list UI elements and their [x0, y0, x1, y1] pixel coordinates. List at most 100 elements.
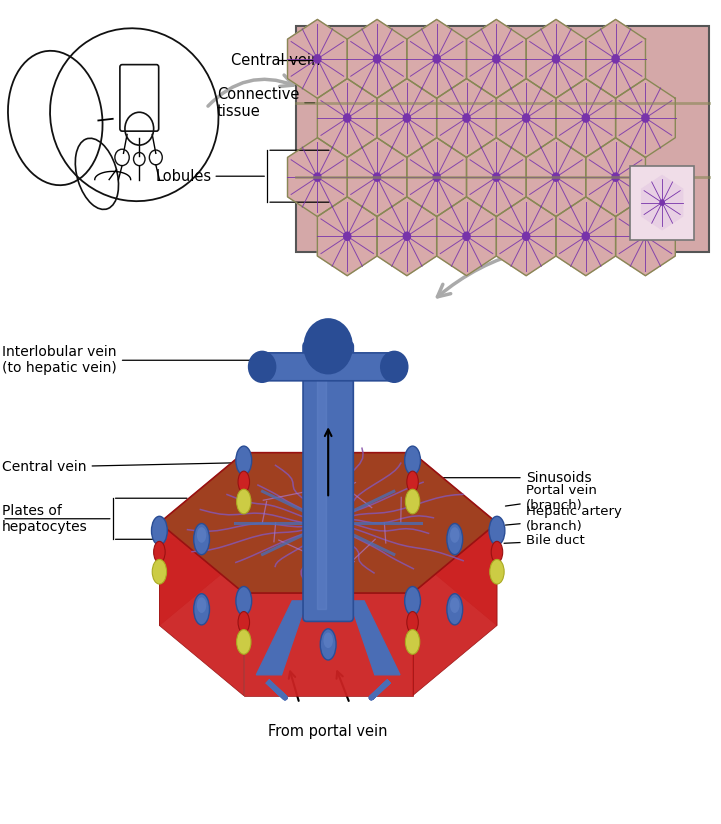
Circle shape — [463, 114, 470, 122]
Polygon shape — [526, 138, 586, 217]
Ellipse shape — [152, 559, 167, 584]
Circle shape — [433, 54, 441, 63]
Polygon shape — [288, 138, 348, 217]
FancyBboxPatch shape — [303, 342, 353, 621]
Polygon shape — [159, 452, 497, 593]
Circle shape — [659, 199, 665, 206]
Ellipse shape — [490, 559, 504, 584]
Ellipse shape — [236, 446, 252, 475]
Ellipse shape — [197, 597, 206, 613]
Circle shape — [612, 54, 619, 63]
Polygon shape — [407, 20, 466, 98]
Text: Sinusoids: Sinusoids — [441, 471, 591, 485]
Polygon shape — [350, 601, 400, 675]
Circle shape — [612, 173, 619, 181]
Polygon shape — [496, 197, 556, 276]
Ellipse shape — [236, 489, 251, 514]
Ellipse shape — [407, 471, 418, 493]
Polygon shape — [377, 78, 437, 157]
Circle shape — [381, 352, 407, 382]
Polygon shape — [317, 197, 377, 276]
Circle shape — [582, 232, 589, 241]
Circle shape — [433, 173, 441, 181]
Ellipse shape — [404, 446, 420, 475]
Polygon shape — [348, 20, 407, 98]
Polygon shape — [466, 138, 526, 217]
Polygon shape — [317, 354, 326, 609]
Ellipse shape — [489, 517, 505, 545]
Ellipse shape — [320, 629, 336, 660]
Circle shape — [642, 232, 649, 241]
Polygon shape — [317, 78, 377, 157]
Circle shape — [304, 319, 352, 373]
Polygon shape — [526, 20, 586, 98]
FancyBboxPatch shape — [630, 166, 694, 240]
Ellipse shape — [447, 523, 463, 555]
Circle shape — [582, 114, 589, 122]
Ellipse shape — [324, 492, 333, 508]
Polygon shape — [412, 523, 497, 695]
Circle shape — [344, 114, 351, 122]
Ellipse shape — [154, 541, 165, 563]
Polygon shape — [377, 197, 437, 276]
Text: From portal vein: From portal vein — [268, 724, 388, 739]
Ellipse shape — [238, 471, 249, 493]
Circle shape — [373, 54, 381, 63]
Circle shape — [523, 114, 530, 122]
Circle shape — [403, 114, 410, 122]
Polygon shape — [159, 452, 244, 625]
Ellipse shape — [197, 527, 206, 543]
Text: Central vein: Central vein — [231, 53, 321, 68]
Polygon shape — [306, 601, 350, 617]
Ellipse shape — [450, 597, 459, 613]
Text: Portal vein
(branch): Portal vein (branch) — [505, 485, 596, 513]
Ellipse shape — [236, 587, 252, 616]
Polygon shape — [412, 452, 497, 625]
Ellipse shape — [194, 523, 210, 555]
Circle shape — [552, 173, 559, 181]
Ellipse shape — [324, 633, 333, 648]
Polygon shape — [585, 20, 645, 98]
Polygon shape — [616, 197, 676, 276]
FancyBboxPatch shape — [258, 353, 399, 381]
Circle shape — [373, 173, 381, 181]
Text: Hepatic artery
(branch): Hepatic artery (branch) — [505, 505, 622, 533]
Text: Bile duct: Bile duct — [504, 535, 585, 547]
Circle shape — [523, 232, 530, 241]
Ellipse shape — [491, 541, 503, 563]
FancyBboxPatch shape — [296, 26, 709, 252]
Ellipse shape — [447, 593, 463, 625]
Polygon shape — [496, 78, 556, 157]
Circle shape — [314, 173, 321, 181]
Polygon shape — [244, 452, 412, 555]
Circle shape — [492, 54, 500, 63]
Polygon shape — [407, 138, 466, 217]
Circle shape — [552, 54, 559, 63]
Polygon shape — [244, 593, 412, 695]
Ellipse shape — [151, 517, 167, 545]
Text: Interlobular vein
(to hepatic vein): Interlobular vein (to hepatic vein) — [2, 345, 265, 376]
Polygon shape — [257, 601, 306, 675]
Polygon shape — [437, 78, 496, 157]
Polygon shape — [437, 197, 496, 276]
Polygon shape — [348, 138, 407, 217]
Text: Plates of
hepatocytes: Plates of hepatocytes — [2, 503, 88, 534]
Text: Lobules: Lobules — [156, 169, 212, 184]
Polygon shape — [616, 78, 676, 157]
Polygon shape — [585, 138, 645, 217]
Text: Connective
tissue: Connective tissue — [217, 87, 314, 119]
Text: Central vein: Central vein — [2, 460, 302, 474]
Circle shape — [314, 54, 321, 63]
Circle shape — [403, 232, 410, 241]
Polygon shape — [288, 20, 348, 98]
Polygon shape — [556, 78, 616, 157]
Ellipse shape — [236, 630, 251, 654]
Ellipse shape — [405, 630, 420, 654]
Circle shape — [249, 352, 275, 382]
Circle shape — [642, 114, 649, 122]
Ellipse shape — [450, 527, 459, 543]
Ellipse shape — [407, 611, 418, 633]
Circle shape — [344, 232, 351, 241]
Ellipse shape — [404, 587, 420, 616]
Ellipse shape — [320, 489, 336, 520]
